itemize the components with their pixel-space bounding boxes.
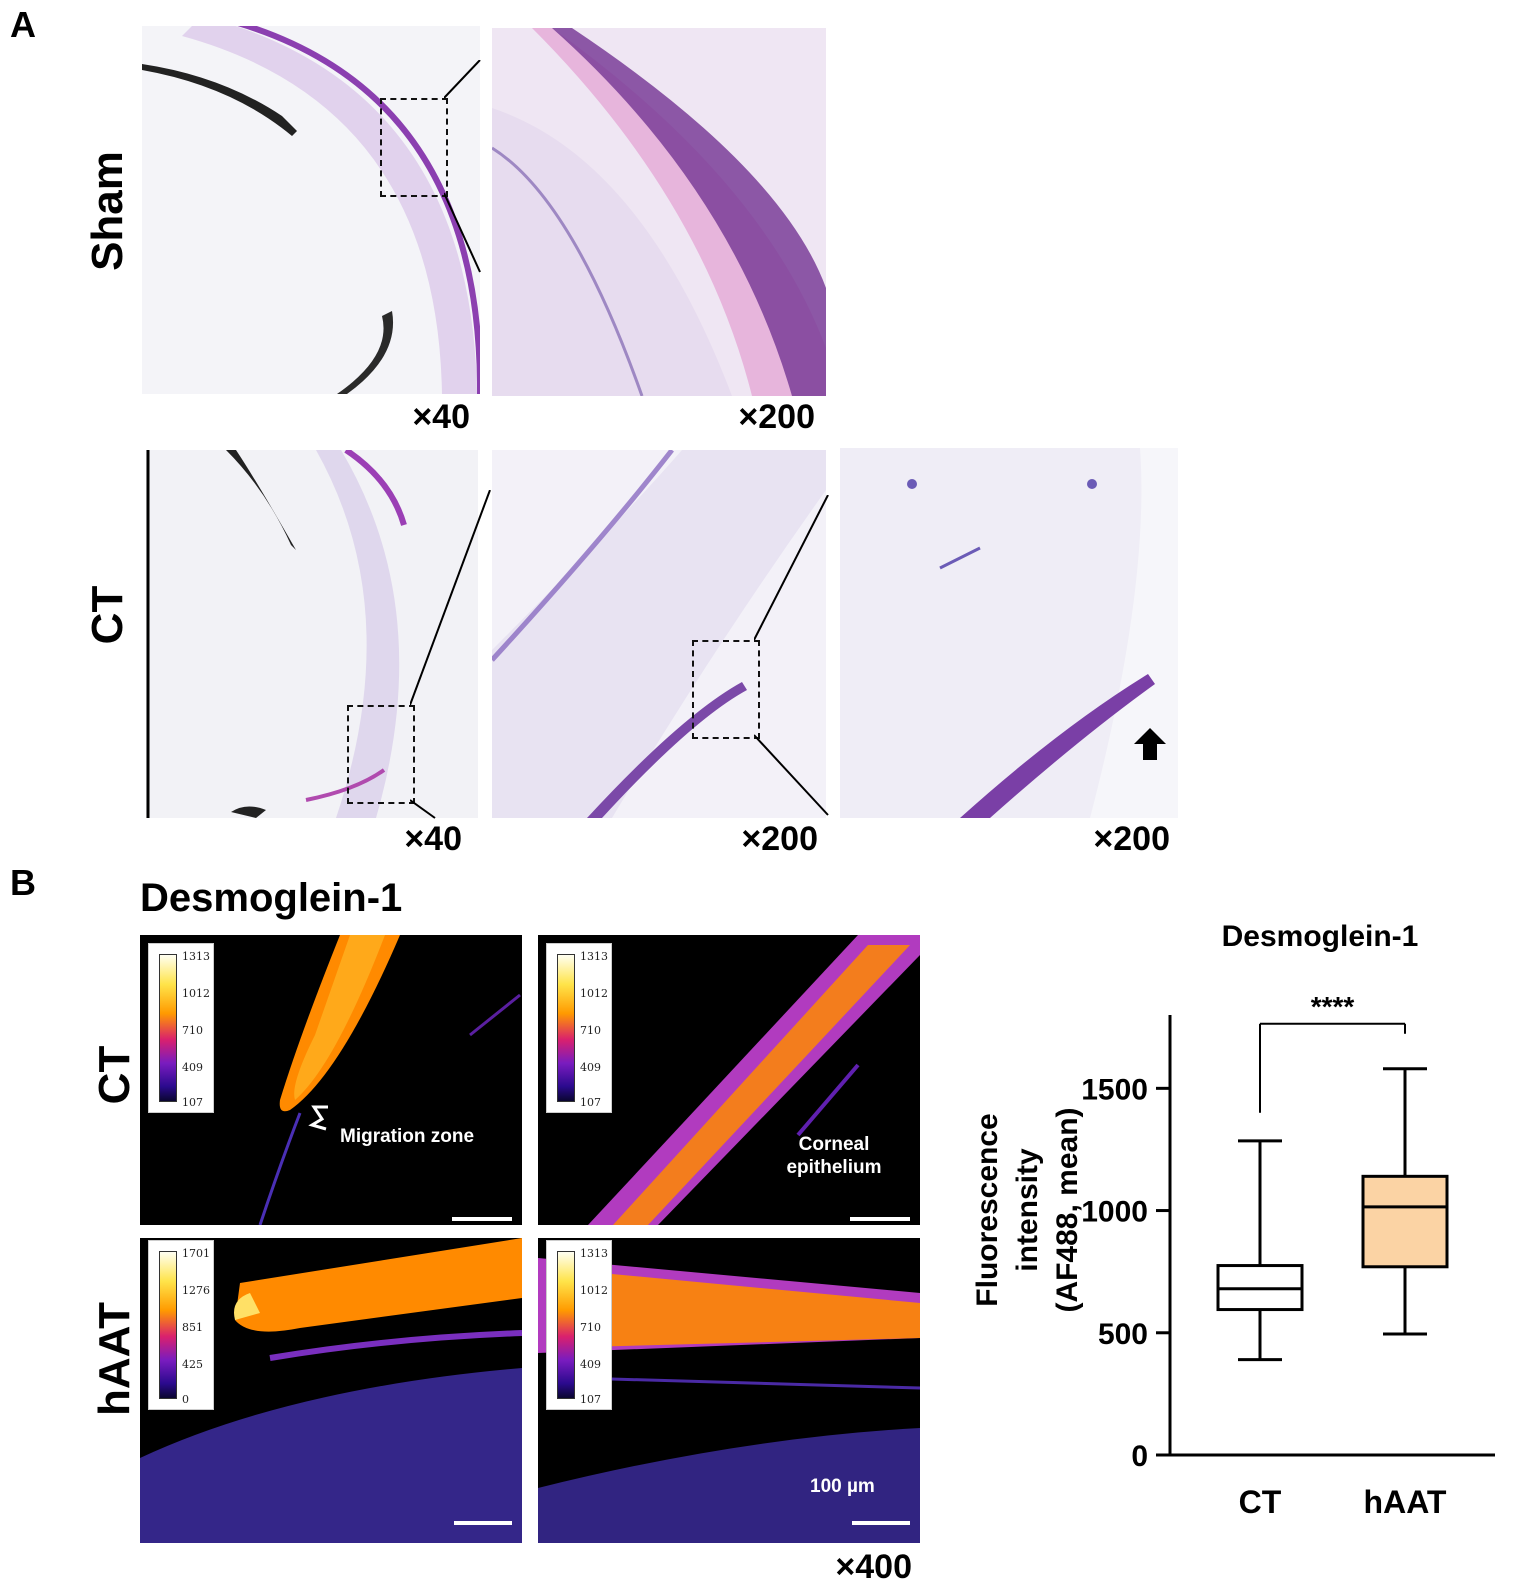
ct-zoom-lines-1 [410, 490, 491, 819]
colorbar-tick: 0 [182, 1393, 189, 1406]
ct-zoom-box-1 [347, 705, 415, 804]
panel-b-letter: B [10, 862, 36, 903]
chart-title: Desmoglein-1 [1221, 920, 1419, 953]
row-label-sham: Sham [83, 151, 132, 271]
box-hAAT [1361, 1174, 1449, 1269]
haat-fluor-migration-colorbar: 1701 1276 851 425 0 [148, 1240, 214, 1410]
colorbar-tick: 1313 [580, 950, 608, 963]
ct-x200-zoom-image [840, 448, 1178, 818]
sham-x200-mag: ×200 [738, 398, 815, 436]
panel-b-row-label-ct: CT [90, 1045, 139, 1105]
bracket-icon [308, 1105, 328, 1131]
x-tick-label: CT [1239, 1484, 1282, 1520]
box-plot-chart: 0 500 1000 1500 CT hAAT **** [1081, 991, 1495, 1520]
sham-x200-image [492, 28, 826, 396]
colorbar-tick: 107 [580, 1096, 601, 1109]
scale-bar [454, 1521, 512, 1525]
colorbar-tick: 1012 [580, 987, 608, 1000]
sham-x40-image [142, 26, 480, 394]
scale-bar [850, 1217, 910, 1221]
migration-zone-label: Migration zone [340, 1126, 475, 1147]
panel-b-title: Desmoglein-1 [140, 876, 403, 920]
sham-zoom-box [380, 98, 448, 197]
y-tick-label: 0 [1131, 1440, 1148, 1473]
colorbar-tick: 710 [182, 1024, 203, 1037]
y-tick-label: 500 [1098, 1318, 1148, 1351]
corneal-label-line1: Corneal [798, 1134, 870, 1155]
y-axis-label-line1: Fluorescence intensity [971, 1113, 1044, 1307]
ct-zoom-lines-2 [754, 495, 829, 816]
colorbar-tick: 1313 [182, 950, 210, 963]
y-tick-label: 1500 [1081, 1073, 1148, 1106]
colorbar-tick: 409 [580, 1358, 601, 1371]
colorbar-tick: 409 [580, 1061, 601, 1074]
colorbar-tick: 1012 [580, 1284, 608, 1297]
colorbar-tick: 107 [580, 1393, 601, 1406]
sham-x40-mag: ×40 [412, 398, 470, 436]
corneal-epithelium-label: Corneal epithelium [774, 1133, 894, 1179]
colorbar-tick: 1012 [182, 987, 210, 1000]
ct-x200-mag: ×200 [741, 820, 818, 858]
significance-label: **** [1311, 991, 1355, 1022]
ct-fluor-migration-image: 1313 1012 710 409 107 Migration zone [140, 935, 522, 1225]
colorbar-tick: 1701 [182, 1247, 210, 1260]
colorbar-tick: 1313 [580, 1247, 608, 1260]
scale-bar [852, 1521, 910, 1525]
ct-x40-image [146, 450, 478, 818]
corneal-label-line2: epithelium [786, 1157, 882, 1178]
x-tick-label: hAAT [1364, 1484, 1447, 1520]
panel-a-letter: A [10, 4, 36, 45]
y-tick-label: 1000 [1081, 1196, 1148, 1229]
scale-label: 100 µm [810, 1476, 875, 1497]
ct-zoom-box-2 [692, 640, 760, 739]
colorbar-tick: 710 [580, 1321, 601, 1334]
haat-fluor-epithelium-image: 1313 1012 710 409 107 100 µm [538, 1238, 920, 1543]
ct-fluor-epithelium-image: 1313 1012 710 409 107 Corneal epithelium [538, 935, 920, 1225]
colorbar-tick: 409 [182, 1061, 203, 1074]
colorbar-tick: 851 [182, 1321, 203, 1334]
panel-b-mag: ×400 [835, 1548, 912, 1586]
colorbar-tick: 710 [580, 1024, 601, 1037]
scale-bar [452, 1217, 512, 1221]
sham-zoom-lines [444, 60, 481, 273]
colorbar-tick: 425 [182, 1358, 203, 1371]
ct-x200-zoom-mag: ×200 [1093, 820, 1170, 858]
ct-x40-mag: ×40 [404, 820, 462, 858]
haat-fluor-migration-image: 1701 1276 851 425 0 [140, 1238, 522, 1543]
ct-fluor-epithelium-colorbar: 1313 1012 710 409 107 [546, 943, 612, 1113]
colorbar-tick: 1276 [182, 1284, 210, 1297]
haat-fluor-epithelium-colorbar: 1313 1012 710 409 107 [546, 1240, 612, 1410]
panel-b-row-label-haat: hAAT [90, 1301, 139, 1417]
row-label-ct: CT [83, 585, 132, 645]
ct-x200-image [492, 450, 826, 818]
colorbar-tick: 107 [182, 1096, 203, 1109]
ct-fluor-migration-colorbar: 1313 1012 710 409 107 [148, 943, 214, 1113]
arrow-up-icon [1134, 728, 1166, 760]
